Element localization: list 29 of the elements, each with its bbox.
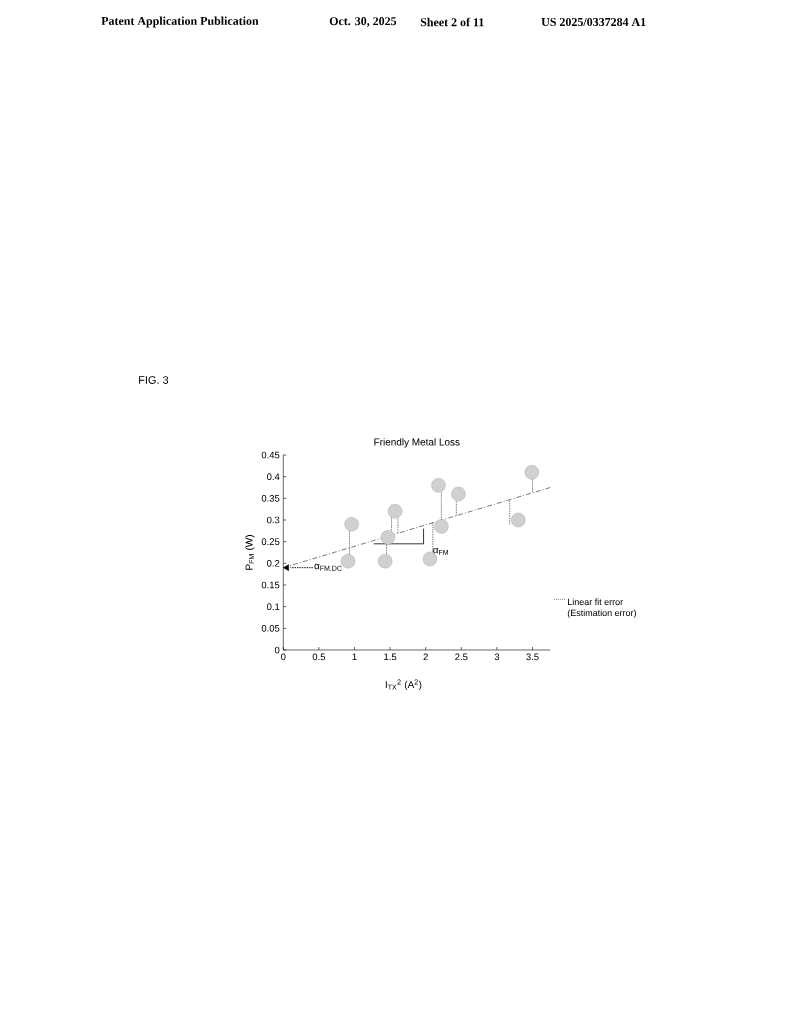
x-tick-label: 2.5 (455, 653, 468, 661)
text: Sheet 2 of 11 (420, 17, 484, 27)
x-axis-title: I$_{TX}$$^{2}$ (A$^{2}$) (385, 679, 422, 691)
x-tick-label: 0 (281, 653, 286, 661)
y-tick-label: 0.15 (261, 581, 280, 589)
text: Oct. 30, 2025 (329, 17, 397, 27)
y-tick-label: 0 (274, 646, 280, 654)
y-axis-title: P$_{FM}$ (W) (245, 535, 255, 570)
y-tick-label: 0.2 (267, 559, 280, 567)
text: Patent Application Publication (101, 16, 259, 28)
y-tick-label: 0.35 (261, 494, 280, 502)
x-tick-label: 3 (494, 653, 500, 661)
caption: FIG. 3 (139, 376, 169, 384)
y-tick-label: 0.4 (267, 473, 280, 481)
y-tick-label: 0.3 (267, 516, 280, 524)
annotation: α$_{FM,DC}$ (314, 563, 342, 572)
legend-label: Linear fit error (Estimation error) (567, 598, 636, 618)
chart-title: Friendly Metal Loss (374, 438, 460, 448)
text: US 2025/0337284 A1 (541, 17, 646, 27)
x-tick-label: 2 (423, 653, 428, 661)
y-tick-label: 0.45 (261, 451, 280, 459)
annotation: α$_{FM}$ (433, 547, 449, 555)
y-tick-label: 0.05 (261, 624, 280, 632)
x-tick-label: 3.5 (526, 653, 539, 661)
y-tick-label: 0.1 (267, 603, 280, 611)
y-tick-label: 0.25 (261, 538, 280, 546)
x-tick-label: 0.5 (312, 653, 326, 661)
x-tick-label: 1 (352, 653, 357, 661)
x-tick-label: 1.5 (384, 653, 397, 661)
